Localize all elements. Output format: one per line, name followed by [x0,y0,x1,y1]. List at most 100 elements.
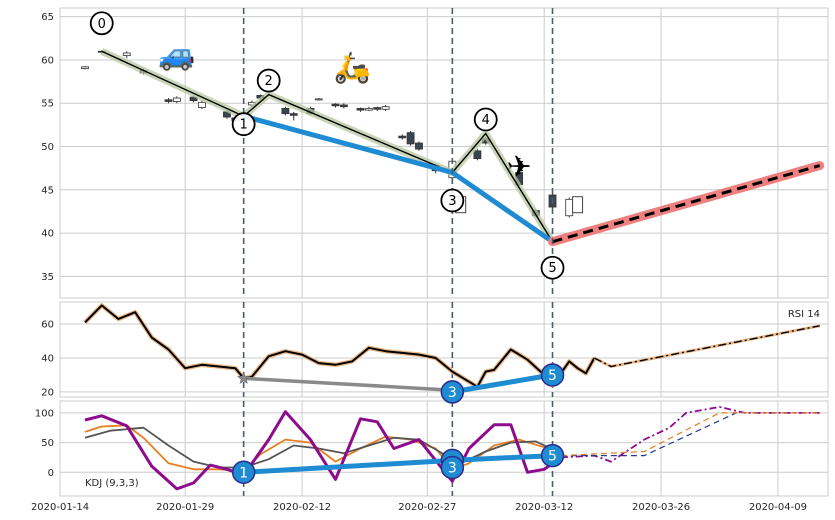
y-tick-label: 65 [41,12,54,23]
y-tick-label: 100 [35,408,54,419]
rsi-panel-frame [59,301,829,398]
y-tick-label: 55 [41,99,54,110]
candle-body [339,104,348,108]
candle-body [122,52,131,57]
rsi-marker-5: 5 [540,363,565,387]
kdj-marker-text: 1 [239,465,248,481]
kdj-series-D [84,426,562,469]
wave-label-circle [440,188,465,213]
candle [565,197,574,218]
candle [373,106,382,112]
y-tick-label: 50 [41,438,54,449]
candle-body [356,108,365,111]
wave-label-3: 3 [440,188,465,213]
car-icon: 🚙 [158,37,195,72]
candle [406,130,415,146]
candle-body [406,132,415,145]
wave-label-circle [256,68,281,93]
y-tick-label: 60 [41,55,54,66]
candle-body [164,99,173,102]
rsi-projection-line [593,325,820,368]
kdj-panel-frame [59,400,829,497]
wave-label-text: 1 [240,118,248,133]
x-tick-label: 2020-04-09 [749,502,807,513]
candle [398,134,407,140]
kdj-marker-circle [440,455,465,480]
rsi-marker-circle [540,363,565,387]
x-tick-label: 2020-02-27 [398,502,456,513]
wave-label-4: 4 [473,107,498,132]
x-tick-label: 2020-02-12 [273,502,331,513]
kdj-marker: 5 [540,443,565,468]
rsi-marker-3: 3 [440,380,465,404]
kdj-panel-title: KDJ (9,3,3) [85,478,139,489]
y-tick-label: 60 [41,320,54,331]
candle [331,103,340,108]
kdj-marker: 1 [231,460,256,484]
kdj-series-K [84,424,562,473]
rsi-halo [83,303,597,390]
y-tick-label: 45 [41,185,54,196]
candle [289,111,298,121]
y-tick-label: 40 [41,353,54,364]
y-tick-label: 50 [41,142,54,153]
kdj-marker-circle [231,460,256,484]
wave-label-circle [231,112,256,137]
rsi-gray-trend [243,376,453,392]
y-tick-label: 20 [41,387,54,398]
wave-label-circle [89,11,114,36]
candle-body [473,150,482,160]
candle [164,98,173,104]
kdj-series-J [84,410,562,491]
x-tick-label: 2020-03-26 [632,502,690,513]
x-tick-label: 2020-01-14 [31,502,89,513]
candle-body [364,108,373,111]
candle-body [314,98,323,101]
candle [473,149,482,161]
rsi-marker-text: 3 [448,385,457,401]
scooter-icon: 🛵 [333,50,370,85]
y-tick-label: 40 [41,229,54,240]
grid [59,8,828,496]
wave-label-circle [473,107,498,132]
x-tick-label: 2020-03-12 [515,502,573,513]
empty-box [572,196,584,214]
candle-body [281,108,290,115]
wave-label-text: 2 [265,74,273,89]
candle [281,106,290,116]
kdj-marker-text: 3 [448,461,457,477]
candle-body [381,106,390,110]
projection-line [552,164,821,244]
y-tick-label: 0 [48,468,54,479]
wave-label-5: 5 [540,255,565,280]
price-panel-frame [59,7,829,299]
candle [339,103,348,109]
candle-body [81,66,89,69]
candle-body [415,142,423,150]
candle [381,104,390,112]
candle [122,51,131,59]
kdj-marker: 3 [440,455,465,480]
candle-body [172,97,181,102]
wave-label-text: 5 [548,261,556,276]
wave-label-circle [540,255,565,280]
wave-line [101,50,554,243]
kdj-marker-text: 5 [548,449,557,465]
wave-label-text: 3 [448,194,456,209]
kdj-projection-D [560,412,820,457]
candle [356,107,365,112]
kdj-marker-circle [540,443,565,468]
rsi-blue-trend [451,372,553,395]
wave-label-text: 0 [98,17,106,32]
rsi-marker-circle [440,380,465,404]
kdj-projection-K [560,412,820,457]
wave-label-0: 0 [89,11,114,36]
candle [314,98,323,101]
candle-body [331,103,340,107]
rsi-star-marker [237,371,251,384]
wave-label-text: 4 [482,113,490,128]
x-tick-label: 2020-01-29 [156,502,214,513]
rsi-marker-text: 5 [548,368,557,384]
